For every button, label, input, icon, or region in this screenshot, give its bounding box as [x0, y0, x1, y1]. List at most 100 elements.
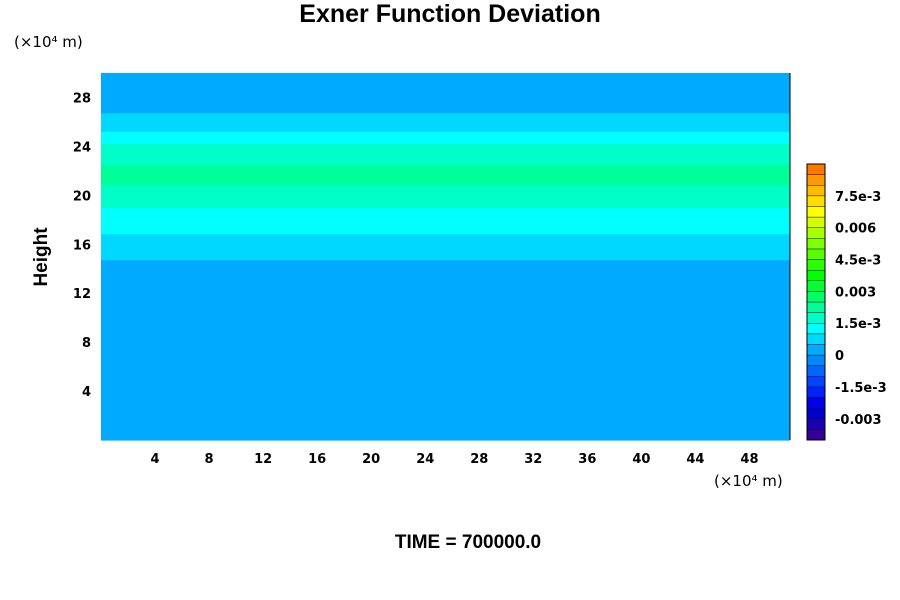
contour-band	[101, 241, 790, 244]
contour-band	[101, 374, 790, 377]
colorbar-swatch	[806, 418, 826, 430]
colorbar-swatch	[806, 301, 826, 313]
contour-band	[101, 233, 790, 236]
contour-band	[101, 235, 790, 238]
contour-band	[101, 420, 790, 423]
contour-band	[101, 138, 790, 141]
colorbar-swatch	[806, 354, 826, 366]
contour-band	[101, 386, 790, 389]
contour-band	[101, 362, 790, 365]
contour-band	[101, 209, 790, 212]
contour-band	[101, 169, 790, 172]
contour-band	[101, 161, 790, 164]
contour-band	[101, 80, 790, 83]
contour-band	[101, 380, 790, 383]
contour-band	[101, 183, 790, 186]
contour-band	[101, 99, 790, 102]
colorbar-tick-label: -1.5e-3	[835, 381, 887, 396]
y-tick-label: 8	[82, 336, 91, 351]
contour-band	[101, 86, 790, 89]
y-tick-label: 24	[73, 140, 91, 155]
contour-band	[101, 284, 790, 287]
contour-band	[101, 190, 790, 193]
contour-band	[101, 198, 790, 201]
contour-band	[101, 403, 790, 406]
contour-band	[101, 262, 790, 265]
contour-band	[101, 154, 790, 157]
contour-band	[101, 345, 790, 348]
contour-band	[101, 409, 790, 412]
contour-band	[101, 348, 790, 351]
contour-band	[101, 158, 790, 161]
contour-band	[101, 417, 790, 420]
contour-band	[101, 264, 790, 267]
contour-band	[101, 112, 790, 115]
contour-band	[101, 316, 790, 319]
contour-band	[101, 150, 790, 154]
contour-band	[101, 149, 790, 152]
contour-band	[101, 303, 790, 307]
contour-band	[101, 334, 790, 337]
contour-band	[101, 236, 790, 239]
y-tick-label: 4	[82, 385, 91, 400]
contour-band	[101, 189, 790, 192]
contour-band	[101, 176, 790, 180]
contour-band	[101, 267, 790, 270]
plot-area	[101, 73, 791, 441]
colorbar-tick-label: 4.5e-3	[835, 254, 881, 269]
colorbar-swatch	[806, 365, 826, 377]
contour-band	[101, 256, 790, 259]
contour-band	[101, 79, 790, 82]
colorbar-border	[806, 163, 826, 441]
contour-band	[101, 248, 790, 251]
contour-band	[101, 436, 790, 440]
contour-band	[101, 331, 790, 334]
contour-band	[101, 438, 790, 441]
y-tick-label: 12	[73, 287, 91, 302]
contour-band	[101, 430, 790, 433]
contour-band	[101, 368, 790, 371]
contour-band	[101, 274, 790, 277]
contour-band	[101, 287, 790, 290]
contour-band	[101, 365, 790, 368]
contour-band	[101, 199, 790, 203]
colorbar-swatch	[806, 216, 826, 228]
contour-band	[101, 296, 790, 299]
contour-band	[101, 276, 790, 279]
contour-band	[101, 140, 790, 143]
colorbar: 7.5e-3 0.006 4.5e-3 0.003 1.5e-3 0 -1.5e-3 -0.0…	[806, 163, 887, 441]
contour-band	[101, 285, 790, 288]
contour-band	[101, 129, 790, 132]
contour-band	[101, 135, 790, 138]
contour-band	[101, 193, 790, 196]
contour-band	[101, 305, 790, 308]
contour-band	[101, 279, 790, 282]
contour-band	[101, 363, 790, 366]
contour-band	[101, 412, 790, 415]
contour-band	[101, 103, 790, 106]
contour-band	[101, 271, 790, 274]
x-tick-label: 40	[632, 452, 650, 467]
contour-band	[101, 167, 790, 170]
contour-band	[101, 381, 790, 385]
contour-band	[101, 426, 790, 429]
contour-band	[101, 146, 790, 149]
contour-band	[101, 132, 790, 135]
contour-band	[101, 152, 790, 155]
contour-band	[101, 349, 790, 352]
colorbar-swatch	[806, 174, 826, 186]
contour-band	[101, 291, 790, 294]
colorbar-tick-label: 7.5e-3	[835, 190, 881, 205]
colorbar-swatch	[806, 397, 826, 409]
contour-band	[101, 126, 790, 129]
contour-band	[101, 245, 790, 248]
contour-band	[101, 375, 790, 378]
contour-band	[101, 195, 790, 198]
contour-band	[101, 317, 790, 320]
colorbar-swatch	[806, 195, 826, 207]
contour-band	[101, 388, 790, 391]
contour-band	[101, 294, 790, 297]
contour-band	[101, 389, 790, 392]
x-tick-label: 24	[416, 452, 434, 467]
